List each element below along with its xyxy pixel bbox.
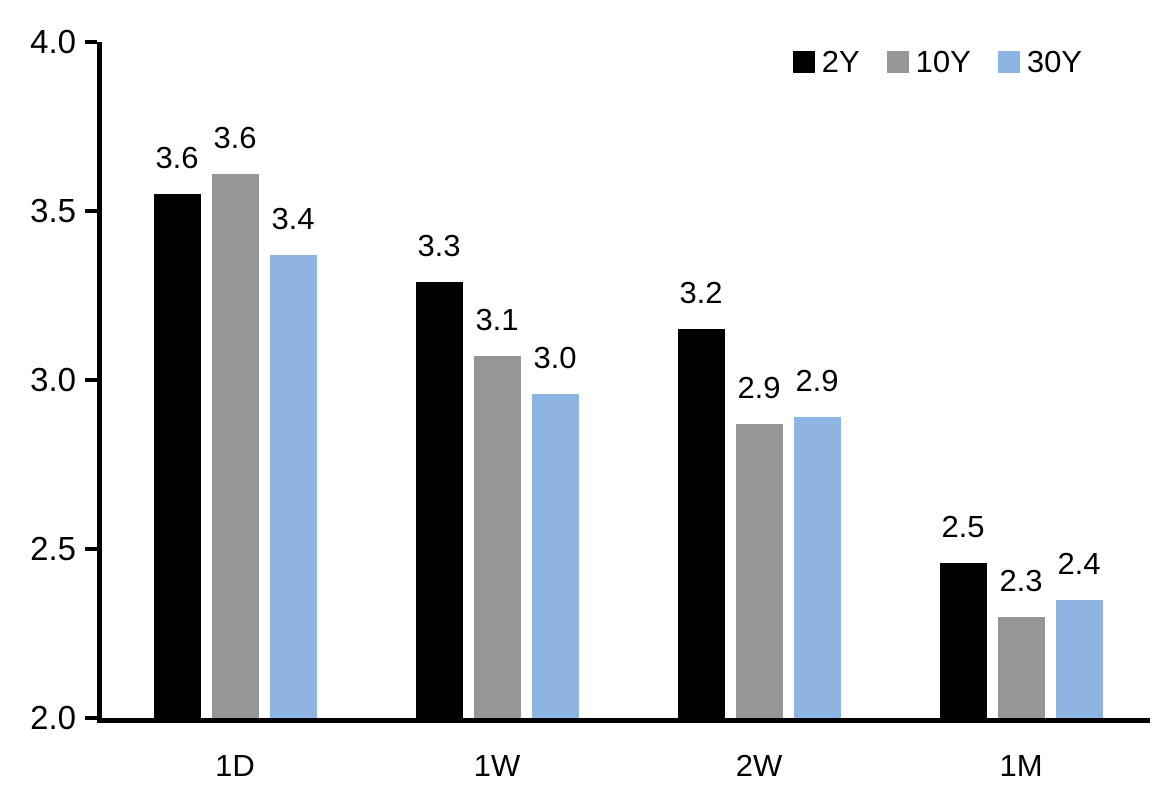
bar-value-label: 3.1 [475, 302, 519, 338]
bar-value-label: 3.0 [533, 339, 577, 375]
legend-label: 2Y [821, 44, 860, 79]
y-axis-tick-mark [85, 40, 97, 44]
y-axis-tick-mark [85, 716, 97, 720]
legend-swatch-icon [997, 50, 1020, 73]
bar-value-label: 2.4 [1057, 545, 1101, 581]
y-axis-tick-label: 2.0 [30, 699, 76, 736]
legend-label: 30Y [1026, 44, 1082, 79]
y-axis-tick-label: 2.5 [30, 530, 76, 567]
bar-2y-1m [939, 562, 987, 718]
legend-item-30y: 30Y [997, 44, 1082, 79]
y-axis-tick-mark [85, 547, 97, 551]
bar-30y-1m [1055, 599, 1103, 718]
y-axis-tick-label: 3.5 [30, 192, 76, 229]
x-axis-category-label: 2W [735, 748, 783, 783]
bar-value-label: 2.5 [941, 508, 985, 544]
x-axis-category-label: 1M [999, 748, 1043, 783]
x-axis-line [97, 718, 1150, 723]
bar-value-label: 3.6 [213, 119, 257, 155]
legend-item-2y: 2Y [792, 44, 860, 79]
x-axis-category-label: 1W [473, 748, 521, 783]
bar-value-label: 3.6 [155, 140, 199, 176]
bar-2y-1d [153, 194, 201, 718]
bar-value-label: 3.3 [417, 227, 461, 263]
bar-value-label: 2.9 [737, 369, 781, 405]
bar-10y-1d [211, 173, 259, 718]
legend-swatch-icon [886, 50, 909, 73]
y-axis-line [97, 42, 102, 723]
bar-2y-2w [677, 329, 725, 718]
bar-value-label: 2.9 [795, 363, 839, 399]
bar-10y-1w [473, 356, 521, 718]
bar-value-label: 2.3 [999, 562, 1043, 598]
bar-10y-1m [997, 616, 1045, 718]
bar-value-label: 3.2 [679, 275, 723, 311]
x-axis-category-label: 1D [215, 748, 255, 783]
y-axis-tick-label: 3.0 [30, 361, 76, 398]
legend: 2Y 10Y 30Y [792, 44, 1082, 79]
bar-10y-2w [735, 423, 783, 718]
y-axis-tick-mark [85, 209, 97, 213]
bar-2y-1w [415, 281, 463, 718]
y-axis-tick-mark [85, 378, 97, 382]
y-axis-tick-label: 4.0 [30, 23, 76, 60]
bar-30y-1d [269, 254, 317, 718]
legend-label: 10Y [915, 44, 971, 79]
legend-item-10y: 10Y [886, 44, 971, 79]
legend-swatch-icon [792, 50, 815, 73]
bar-30y-1w [531, 393, 579, 718]
bar-30y-2w [793, 417, 841, 718]
bar-value-label: 3.4 [271, 200, 315, 236]
